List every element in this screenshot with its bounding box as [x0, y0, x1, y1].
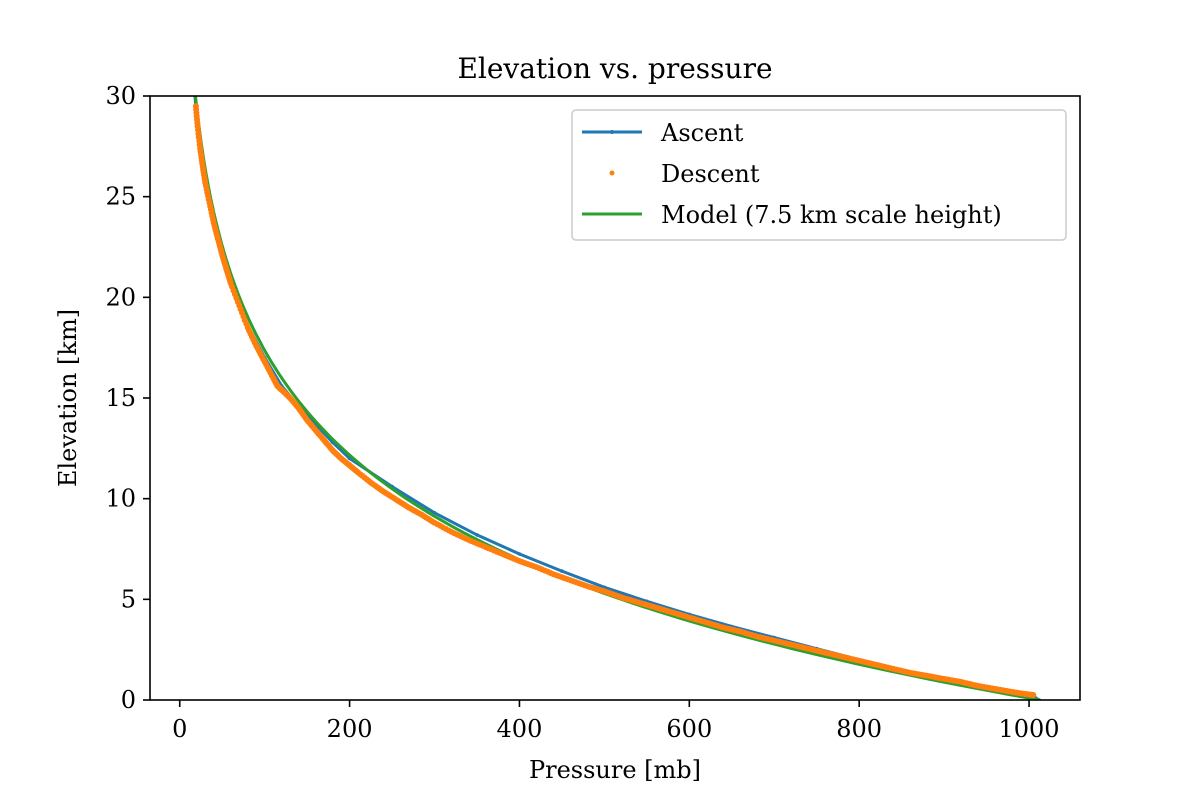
x-axis-ticks: 0 200 400 600 800 1000 [172, 700, 1060, 743]
legend-frame [571, 109, 1067, 241]
legend-ascent-label: Ascent [660, 119, 744, 147]
y-tick-label: 30 [105, 82, 136, 110]
y-axis-label: Elevation [km] [54, 309, 82, 487]
y-tick-label: 10 [105, 485, 136, 513]
x-tick-label: 1000 [999, 715, 1060, 743]
series-layer [192, 96, 1041, 700]
ascent-point [517, 552, 522, 556]
legend-ascent-marker [610, 130, 614, 134]
ascent-point [560, 569, 564, 573]
y-tick-label: 0 [121, 686, 136, 714]
ascent-point [432, 511, 437, 515]
ascent-point [475, 533, 479, 537]
y-tick-label: 25 [105, 183, 136, 211]
y-tick-label: 5 [121, 585, 136, 613]
x-tick-label: 800 [836, 715, 882, 743]
x-tick-label: 200 [327, 715, 373, 743]
x-axis-label: Pressure [mb] [529, 756, 701, 784]
legend-descent-marker [609, 170, 615, 176]
y-tick-label: 20 [105, 283, 136, 311]
descent-point [192, 103, 199, 110]
legend: Ascent Descent Model (7.5 km scale heigh… [571, 109, 1067, 241]
chart-title: Elevation vs. pressure [457, 52, 772, 85]
x-tick-label: 600 [666, 715, 712, 743]
legend-model-label: Model (7.5 km scale height) [661, 201, 1002, 229]
y-tick-label: 15 [105, 384, 136, 412]
legend-descent-label: Descent [661, 160, 760, 188]
x-tick-label: 400 [497, 715, 543, 743]
y-axis-ticks: 0 5 10 15 20 25 30 [105, 82, 150, 714]
x-tick-label: 0 [172, 715, 187, 743]
